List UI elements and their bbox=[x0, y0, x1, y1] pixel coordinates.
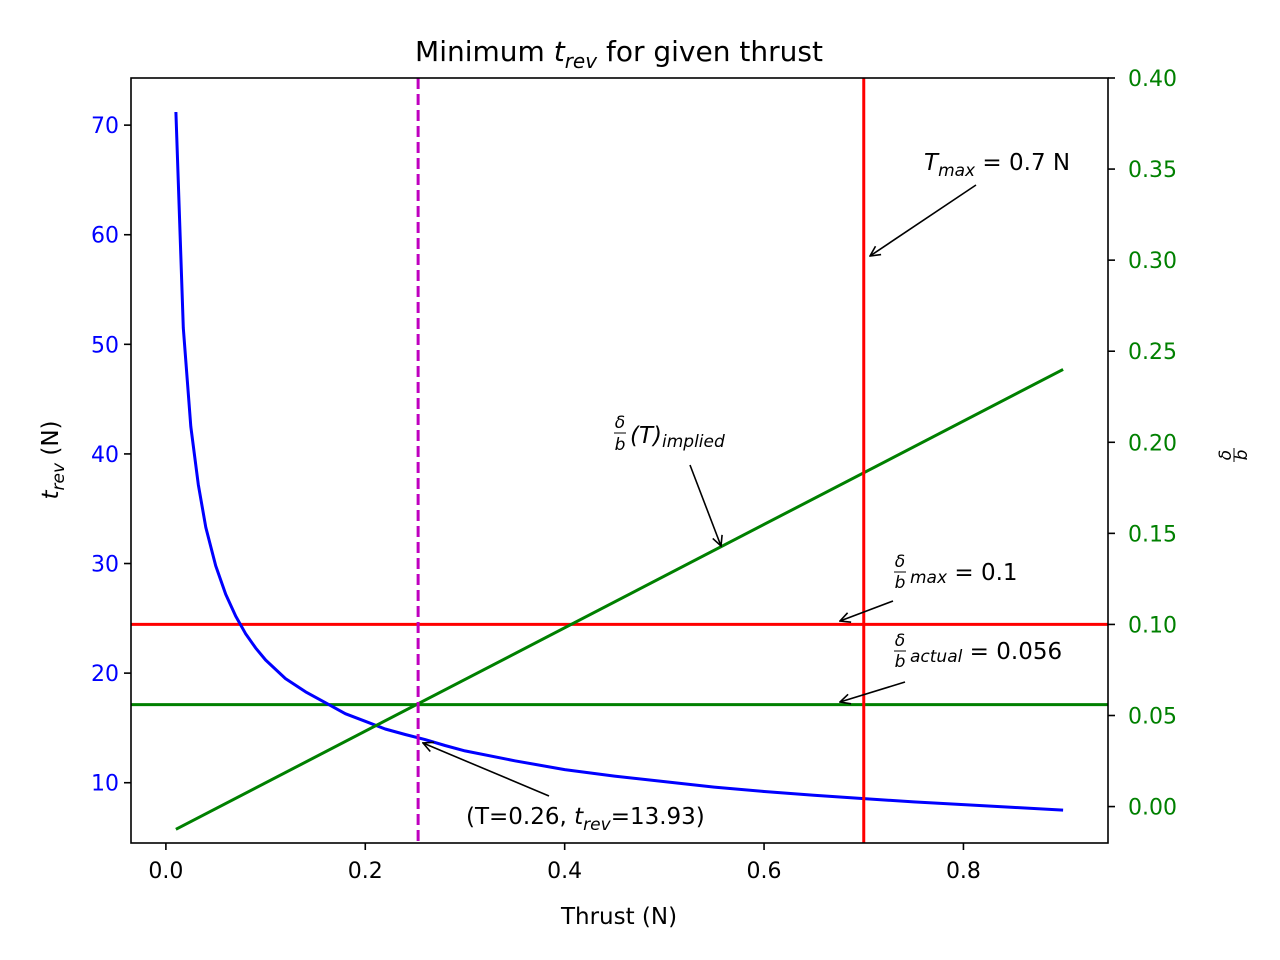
y-right-tick-label: 0.15 bbox=[1128, 522, 1177, 547]
annotation-operating-point: (T=0.26, trev=13.93) bbox=[423, 743, 705, 835]
annotation-dbactual: δ b actual = 0.056 bbox=[840, 631, 1062, 702]
annotation-tmax-arrow bbox=[870, 184, 977, 256]
y-left-tick-label: 70 bbox=[91, 114, 119, 139]
x-tick-label: 0.6 bbox=[747, 859, 782, 884]
annotation-tmax-text: Tmax = 0.7 N bbox=[924, 150, 1070, 181]
svg-text:b: b bbox=[895, 652, 906, 672]
y-right-axis-label: δ b bbox=[1216, 448, 1252, 462]
svg-text:b: b bbox=[895, 573, 906, 593]
annotation-dbmax-arrow bbox=[840, 600, 894, 621]
x-tick-label: 0.2 bbox=[348, 859, 383, 884]
series-line-0 bbox=[174, 111, 1064, 812]
annotation-implied-text: (T)implied bbox=[630, 423, 725, 452]
y-left-tick-label: 10 bbox=[91, 772, 119, 797]
y-left-tick-label: 20 bbox=[91, 662, 119, 687]
series-line-1 bbox=[175, 368, 1064, 831]
svg-text:δ: δ bbox=[1216, 450, 1236, 460]
annotation-tmax: Tmax = 0.7 N bbox=[870, 150, 1070, 256]
svg-text:δ: δ bbox=[615, 413, 625, 433]
annotation-dbactual-arrow bbox=[840, 681, 906, 702]
y-right-tick-label: 0.35 bbox=[1128, 158, 1177, 183]
annotation-point-arrow bbox=[423, 743, 550, 797]
svg-text:b: b bbox=[1232, 450, 1252, 461]
x-tick-label: 0.0 bbox=[148, 859, 183, 884]
x-tick-label: 0.4 bbox=[547, 859, 582, 884]
axes-frame bbox=[130, 77, 1109, 844]
y-right-tick-label: 0.00 bbox=[1128, 796, 1177, 821]
x-axis-label: Thrust (N) bbox=[560, 904, 677, 930]
svg-text:δ: δ bbox=[895, 631, 905, 651]
annotation-dbmax-text: max = 0.1 bbox=[910, 560, 1018, 588]
annotation-dbactual-text: actual = 0.056 bbox=[910, 639, 1062, 667]
y-right-tick-label: 0.40 bbox=[1128, 67, 1177, 92]
annotation-dbmax: δ b max = 0.1 bbox=[840, 552, 1018, 621]
annotation-implied: δ b (T)implied bbox=[614, 413, 725, 546]
y-left-tick-label: 50 bbox=[91, 333, 119, 358]
y-left-tick-label: 40 bbox=[91, 443, 119, 468]
y-left-tick-label: 30 bbox=[91, 553, 119, 578]
y-right-tick-label: 0.30 bbox=[1128, 249, 1177, 274]
plot-area bbox=[131, 78, 1108, 843]
x-axis-ticks: 0.0 0.2 0.4 0.6 0.8 bbox=[148, 843, 981, 884]
y-right-tick-label: 0.10 bbox=[1128, 613, 1177, 638]
annotation-implied-arrow bbox=[689, 464, 721, 546]
svg-text:δ: δ bbox=[895, 552, 905, 572]
svg-text:b: b bbox=[615, 435, 626, 455]
y-left-tick-label: 60 bbox=[91, 224, 119, 249]
y-right-tick-label: 0.05 bbox=[1128, 705, 1177, 730]
y-left-axis-ticks: 10 20 30 40 50 60 70 bbox=[91, 114, 131, 797]
x-tick-label: 0.8 bbox=[946, 859, 981, 884]
y-right-tick-label: 0.20 bbox=[1128, 431, 1177, 456]
annotation-point-text: (T=0.26, trev=13.93) bbox=[466, 804, 705, 835]
y-left-axis-label: trev (N) bbox=[38, 420, 69, 499]
y-right-tick-label: 0.25 bbox=[1128, 340, 1177, 365]
chart-title: Minimum trev for given thrust bbox=[415, 35, 823, 73]
y-right-axis-ticks: 0.00 0.05 0.10 0.15 0.20 0.25 0.30 0.35 0.40 bbox=[1108, 67, 1177, 821]
